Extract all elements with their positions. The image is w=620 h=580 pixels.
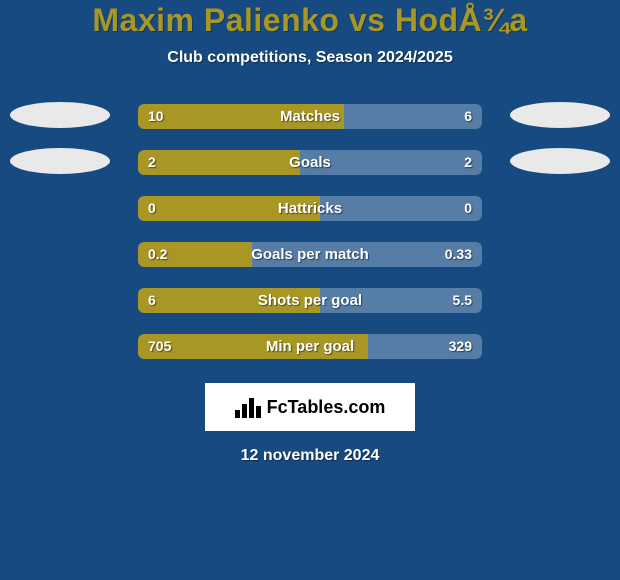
content: Maxim Palienko vs HodÅ¾a Club competitio…: [0, 0, 620, 465]
player-left-badge: [10, 102, 110, 128]
bar-left-fill: [138, 288, 320, 313]
stat-row: 00Hattricks: [0, 187, 620, 233]
page-title: Maxim Palienko vs HodÅ¾a: [0, 2, 620, 39]
logo-text: FcTables.com: [267, 397, 386, 418]
stat-left-value: 2: [148, 150, 156, 175]
date-text: 12 november 2024: [0, 447, 620, 465]
stat-bar: 00Hattricks: [138, 196, 482, 221]
bar-left-fill: [138, 150, 300, 175]
stat-right-value: 6: [464, 104, 472, 129]
stat-bar: 0.20.33Goals per match: [138, 242, 482, 267]
stat-left-value: 0.2: [148, 242, 167, 267]
stat-row: 705329Min per goal: [0, 325, 620, 371]
stat-left-value: 705: [148, 334, 171, 359]
stat-right-value: 2: [464, 150, 472, 175]
stat-right-value: 329: [449, 334, 472, 359]
page-subtitle: Club competitions, Season 2024/2025: [0, 49, 620, 67]
stat-row: 0.20.33Goals per match: [0, 233, 620, 279]
stat-left-value: 0: [148, 196, 156, 221]
stat-left-value: 6: [148, 288, 156, 313]
stat-bar: 65.5Shots per goal: [138, 288, 482, 313]
player-right-badge: [510, 148, 610, 174]
stat-row: 65.5Shots per goal: [0, 279, 620, 325]
stat-bar: 705329Min per goal: [138, 334, 482, 359]
bar-left-fill: [138, 196, 320, 221]
player-left-badge: [10, 148, 110, 174]
bar-chart-icon: [235, 396, 261, 418]
player-right-badge: [510, 102, 610, 128]
stat-bar: 22Goals: [138, 150, 482, 175]
stat-row: 106Matches: [0, 95, 620, 141]
bar-left-fill: [138, 104, 344, 129]
bar-left-fill: [138, 334, 368, 359]
stat-right-value: 5.5: [453, 288, 472, 313]
stat-bar: 106Matches: [138, 104, 482, 129]
stat-row: 22Goals: [0, 141, 620, 187]
stat-right-value: 0.33: [445, 242, 472, 267]
logo-box: FcTables.com: [205, 383, 415, 431]
stat-left-value: 10: [148, 104, 164, 129]
stats-container: 106Matches22Goals00Hattricks0.20.33Goals…: [0, 95, 620, 371]
stat-right-value: 0: [464, 196, 472, 221]
